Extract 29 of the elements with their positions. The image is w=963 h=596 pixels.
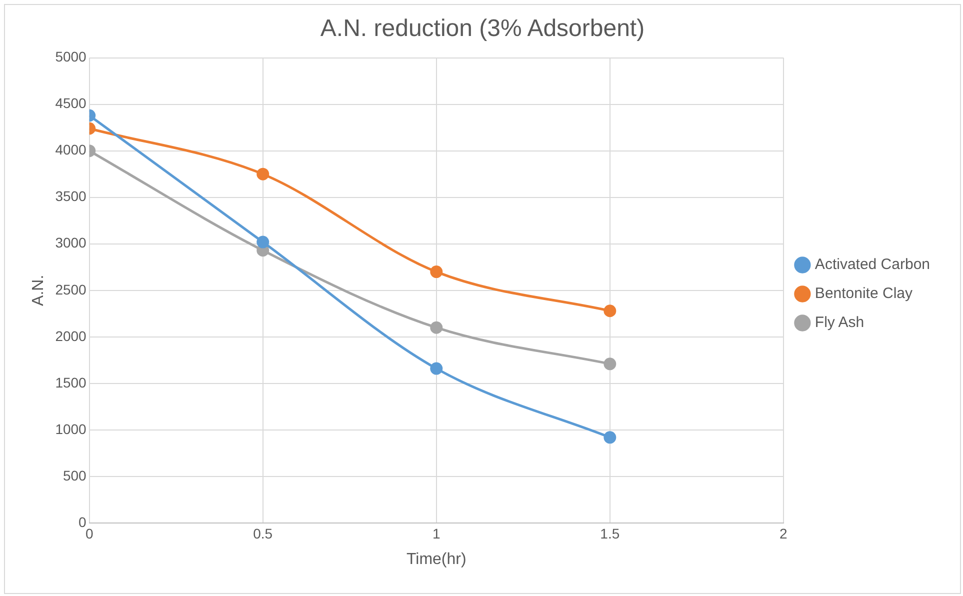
x-tick-label: 1 (432, 525, 440, 542)
y-tick-label: 3000 (55, 234, 87, 251)
y-tick-label: 2000 (55, 328, 87, 344)
y-axis-title: A.N. (30, 274, 48, 306)
point (604, 304, 616, 318)
legend-label: Activated Carbon (814, 256, 930, 274)
y-tick-label: 4500 (55, 95, 87, 112)
y-tick-label: 500 (62, 467, 87, 484)
chart-title: A.N. reduction (3% Adsorbent) (320, 15, 645, 42)
x-tick-label: 2 (780, 525, 788, 542)
x-axis-title: Time(hr) (406, 550, 466, 568)
y-tick-label: 1000 (55, 420, 87, 437)
point (430, 362, 443, 375)
y-tick-label: 5000 (55, 48, 87, 65)
point (604, 431, 616, 444)
y-tick-label: 1500 (55, 374, 87, 390)
point (430, 321, 443, 334)
point (256, 236, 270, 248)
legend-label: Bentonite Clay (814, 285, 913, 302)
y-tick-label: 0 (78, 514, 87, 530)
y-tick-label: 2500 (55, 281, 87, 298)
x-tick-label: 1.5 (600, 525, 620, 542)
legend-label: Fly Ash (814, 314, 864, 332)
x-tick-label: 0.5 (253, 525, 273, 542)
point (256, 168, 270, 180)
point (604, 358, 616, 370)
point (430, 266, 443, 278)
y-tick-label: 4000 (55, 142, 87, 158)
y-tick-label: 3500 (55, 188, 87, 204)
